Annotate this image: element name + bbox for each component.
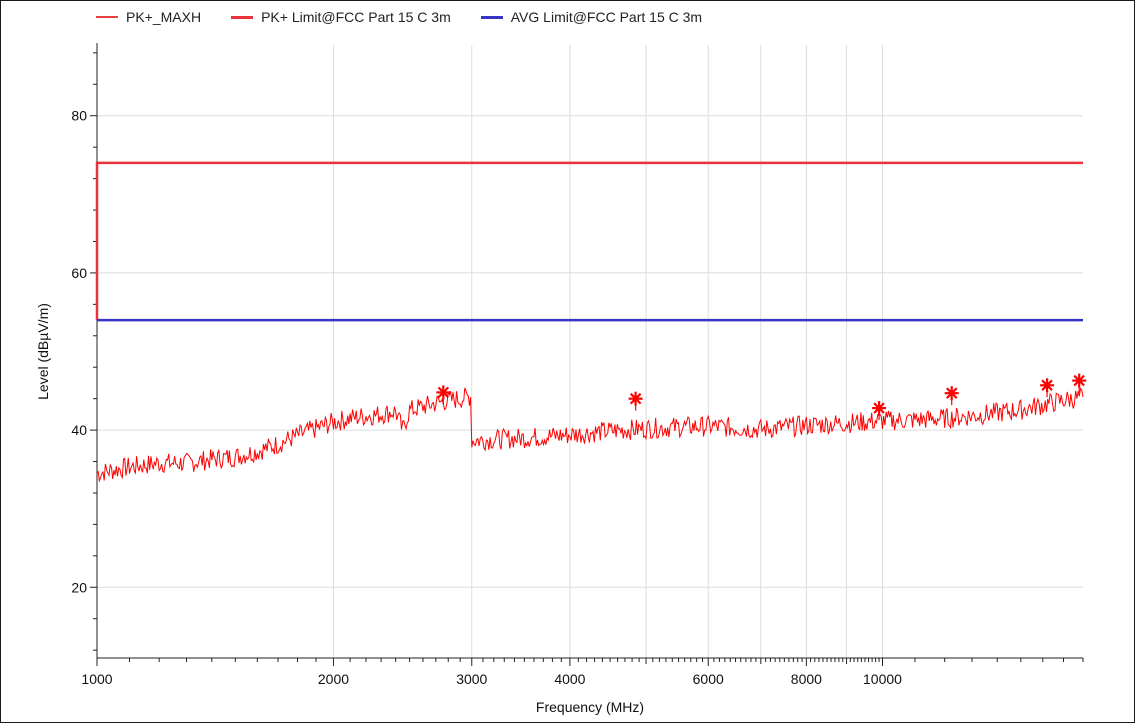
grid-lines xyxy=(96,45,1083,658)
x-tick-label: 3000 xyxy=(456,671,487,687)
peak-marker xyxy=(944,386,959,406)
legend-label-pk-maxh: PK+_MAXH xyxy=(126,9,202,25)
x-tick-label: 6000 xyxy=(693,671,724,687)
x-axis-title: Frequency (MHz) xyxy=(536,699,644,715)
peak-marker-stroke xyxy=(946,387,958,399)
series-layer xyxy=(95,161,1084,483)
legend-item-pk-limit: PK+ Limit@FCC Part 15 C 3m xyxy=(231,9,451,25)
peak-marker-stroke xyxy=(873,402,885,414)
x-tick-label: 4000 xyxy=(554,671,585,687)
peak-marker xyxy=(1072,373,1087,393)
peak-marker-stroke xyxy=(437,386,450,399)
peak-marker-stroke xyxy=(629,392,642,405)
pk-limit-line xyxy=(95,161,1083,321)
y-tick-label: 80 xyxy=(71,108,87,124)
y-tick-label: 40 xyxy=(71,422,87,438)
axes: 20 40 60 80 1000 2000 3000 4000 6000 8000 10000 xyxy=(71,43,1084,687)
legend-swatch-avg-limit xyxy=(480,15,503,19)
peak-marker xyxy=(872,401,887,421)
legend-swatch-pk-maxh xyxy=(96,16,118,18)
x-tick-label: 8000 xyxy=(791,671,822,687)
legend-swatch-pk-limit xyxy=(231,15,254,19)
peak-marker xyxy=(436,385,451,405)
y-tick-label: 20 xyxy=(71,579,87,595)
legend-item-avg-limit: AVG Limit@FCC Part 15 C 3m xyxy=(480,9,703,25)
peak-marker xyxy=(1040,378,1055,398)
peak-marker-stroke xyxy=(1041,379,1053,391)
x-tick-label: 1000 xyxy=(81,671,112,687)
legend-item-pk-maxh: PK+_MAXH xyxy=(96,9,201,25)
x-tick-label: 10000 xyxy=(863,671,902,687)
x-tick-label: 2000 xyxy=(318,671,349,687)
peak-marker xyxy=(628,391,643,411)
legend-label-avg-limit: AVG Limit@FCC Part 15 C 3m xyxy=(510,9,703,25)
y-axis-title: Level (dBµV/m) xyxy=(35,303,51,400)
peak-marker-stroke xyxy=(1073,374,1085,387)
peak-markers xyxy=(436,373,1087,421)
legend-label-pk-limit: PK+ Limit@FCC Part 15 C 3m xyxy=(261,9,451,25)
pk-maxh-trace xyxy=(96,387,1084,483)
legend: PK+_MAXH PK+ Limit@FCC Part 15 C 3m AVG … xyxy=(96,6,732,28)
y-tick-label: 60 xyxy=(71,265,87,281)
